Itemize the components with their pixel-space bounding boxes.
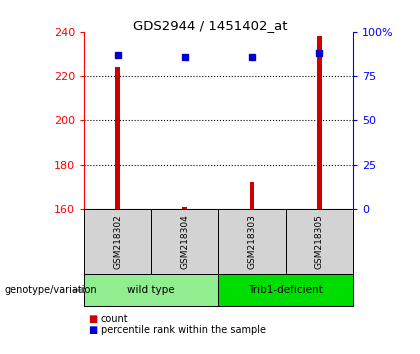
Text: ■: ■ (88, 314, 97, 324)
Bar (249, 182, 255, 209)
Text: GDS2944 / 1451402_at: GDS2944 / 1451402_at (133, 19, 287, 33)
Text: percentile rank within the sample: percentile rank within the sample (101, 325, 266, 335)
Text: GSM218304: GSM218304 (180, 214, 189, 269)
Bar (182, 207, 187, 209)
Text: Trib1-deficient: Trib1-deficient (248, 285, 323, 295)
Bar (317, 36, 322, 209)
Text: GSM218305: GSM218305 (315, 214, 324, 269)
Text: count: count (101, 314, 129, 324)
Text: genotype/variation: genotype/variation (4, 285, 97, 295)
Text: GSM218302: GSM218302 (113, 214, 122, 269)
Text: wild type: wild type (127, 285, 175, 295)
Bar (115, 67, 120, 209)
Text: ■: ■ (88, 325, 97, 335)
Text: GSM218303: GSM218303 (247, 214, 257, 269)
